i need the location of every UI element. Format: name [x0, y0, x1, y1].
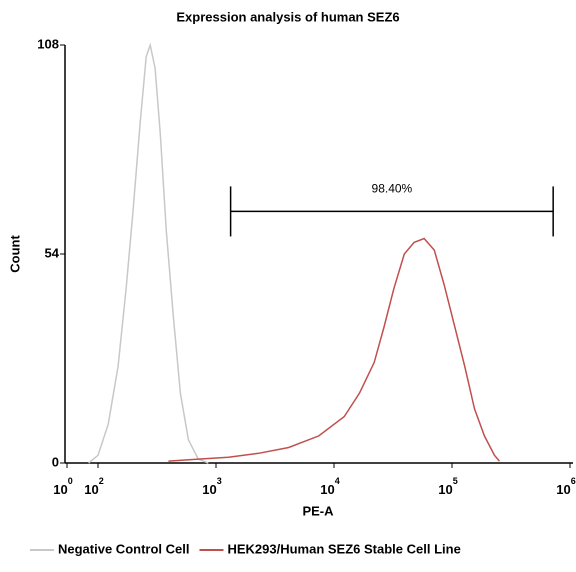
x-tick-label: 100: [53, 476, 72, 497]
tick-exponent: 5: [453, 476, 458, 486]
histogram-line: [168, 237, 500, 462]
x-tick-label: 103: [202, 476, 221, 497]
x-tick-label: 106: [556, 476, 575, 497]
y-tick-label: 0: [52, 454, 59, 469]
x-tick-label: 105: [438, 476, 457, 497]
legend-label: Negative Control Cell: [58, 541, 189, 556]
gate-label: 98.40%: [372, 182, 413, 196]
tick-base: 10: [53, 482, 67, 497]
tick-exponent: 2: [99, 476, 104, 486]
tick-exponent: 0: [68, 476, 73, 486]
tick-base: 10: [556, 482, 570, 497]
x-tick-label: 104: [320, 476, 339, 497]
tick-base: 10: [320, 482, 334, 497]
y-axis-label: Count: [7, 235, 22, 273]
tick-exponent: 4: [335, 476, 340, 486]
y-tick-label: 54: [45, 245, 60, 260]
y-tick-label: 108: [37, 36, 59, 51]
x-axis-label: PE-A: [302, 503, 334, 518]
tick-exponent: 6: [571, 476, 576, 486]
x-tick-label: 102: [84, 476, 103, 497]
tick-exponent: 3: [217, 476, 222, 486]
histogram-line: [88, 42, 209, 464]
tick-base: 10: [84, 482, 98, 497]
chart-title: Expression analysis of human SEZ6: [176, 9, 399, 24]
tick-base: 10: [438, 482, 452, 497]
legend-label: HEK293/Human SEZ6 Stable Cell Line: [227, 541, 460, 556]
tick-base: 10: [202, 482, 216, 497]
